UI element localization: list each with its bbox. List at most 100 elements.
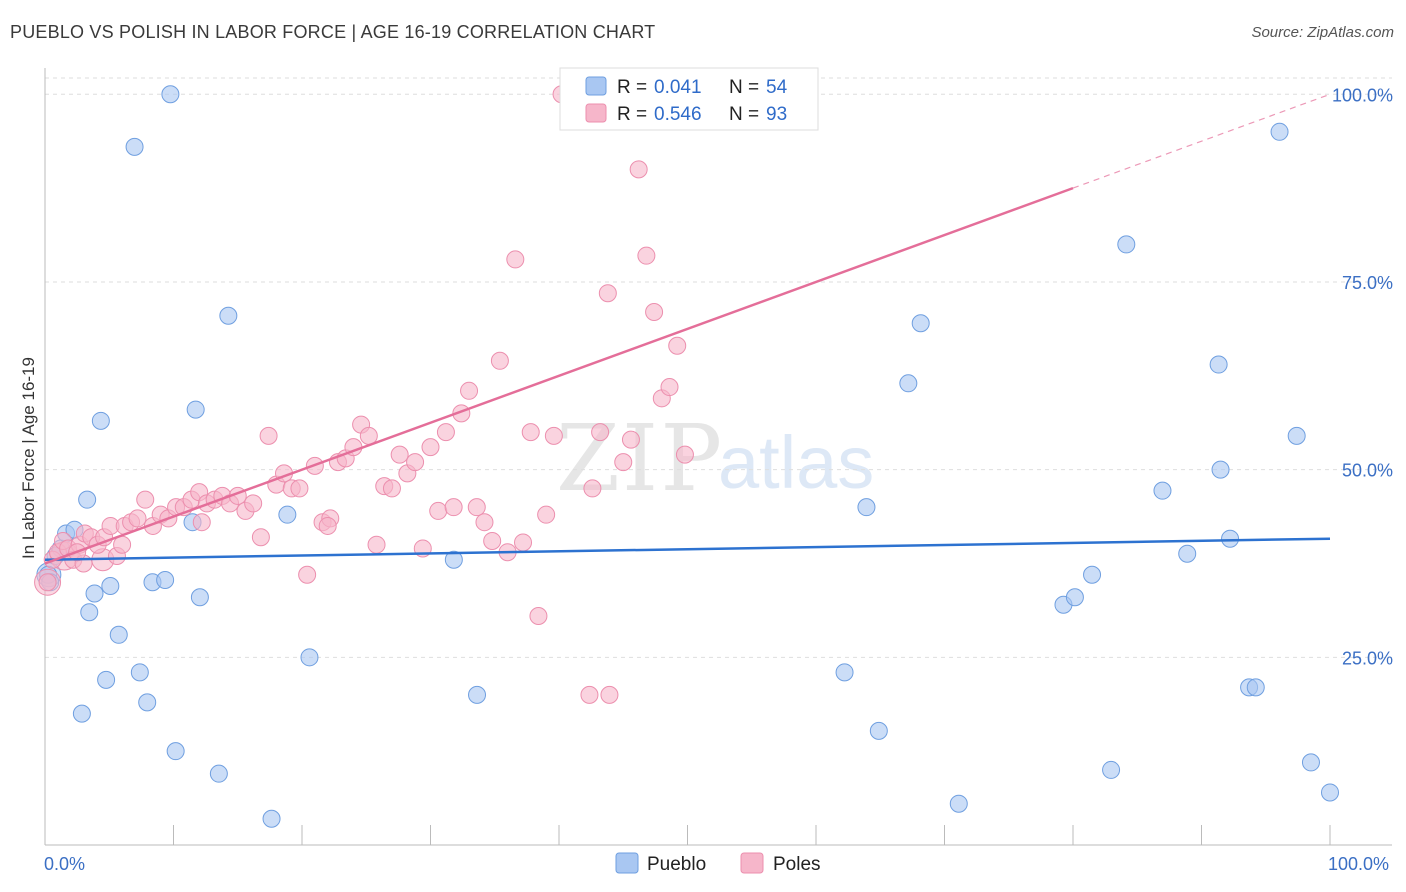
poles-point — [668, 336, 687, 355]
legend-n-label-pueblo: N = — [729, 77, 759, 98]
legend-r-value-poles: 0.546 — [654, 104, 702, 125]
pueblo-point — [1209, 355, 1228, 374]
poles-point — [467, 498, 486, 517]
poles-point — [521, 423, 540, 442]
poles-point — [298, 565, 317, 584]
pueblo-point — [835, 663, 854, 682]
x-tick-label-max: 100.0% — [1328, 854, 1389, 874]
poles-point — [192, 513, 211, 532]
pueblo-point — [97, 670, 116, 689]
y-tick-label: 50.0% — [1342, 461, 1393, 481]
watermark-zip: ZIP — [556, 405, 724, 512]
pueblo-point — [1117, 235, 1136, 254]
poles-point — [406, 453, 425, 472]
poles-point — [483, 531, 502, 550]
poles-point — [128, 509, 147, 528]
y-tick-label: 25.0% — [1342, 648, 1393, 668]
pueblo-point — [1083, 565, 1102, 584]
series-legend-swatch-pueblo — [615, 852, 639, 874]
poles-point — [136, 490, 155, 509]
pueblo-point — [1321, 783, 1339, 802]
poles-point — [621, 430, 640, 449]
pueblo-point — [138, 693, 157, 712]
poles-point — [660, 378, 679, 397]
poles-point — [514, 533, 533, 552]
pueblo-point — [468, 685, 487, 704]
watermark-atlas: atlas — [718, 421, 874, 504]
pueblo-point — [85, 584, 104, 603]
pueblo-point — [186, 400, 205, 419]
poles-point — [645, 302, 664, 321]
watermark: ZIP atlas — [556, 405, 874, 512]
trend-lines — [44, 93, 1331, 565]
legend-n-value-pueblo: 54 — [766, 77, 788, 98]
poles-trend-line — [44, 186, 1074, 565]
poles-point — [537, 505, 556, 524]
pueblo-point — [101, 577, 120, 595]
poles-point — [629, 160, 648, 179]
poles-point — [600, 685, 619, 704]
legend-n-value-poles: 93 — [766, 104, 787, 125]
poles-points — [34, 85, 814, 704]
poles-point — [506, 250, 525, 269]
poles-point — [637, 246, 656, 265]
pueblo-point — [911, 314, 930, 333]
series-legend-swatch-poles — [740, 852, 764, 874]
legend-r-label-pueblo: R = — [617, 77, 647, 98]
legend-swatch-pueblo — [585, 76, 607, 96]
pueblo-point — [300, 648, 319, 667]
series-legend: Pueblo Poles — [615, 852, 821, 875]
legend-n-label-poles: N = — [729, 104, 759, 125]
pueblo-point — [161, 85, 180, 104]
poles-point — [544, 426, 563, 445]
poles-point — [244, 494, 263, 513]
pueblo-point — [1270, 122, 1289, 141]
series-legend-label-pueblo: Pueblo — [647, 854, 706, 875]
poles-point — [38, 573, 57, 592]
pueblo-point — [190, 588, 209, 607]
pueblo-point — [899, 374, 918, 393]
pueblo-point — [1211, 460, 1230, 479]
poles-point — [591, 423, 610, 442]
correlation-legend: R = 0.041 N = 54 R = 0.546 N = 93 — [559, 67, 819, 131]
poles-point — [259, 426, 278, 445]
poles-point — [251, 528, 270, 547]
pueblo-point — [125, 137, 144, 156]
poles-point — [580, 685, 599, 704]
axes — [44, 68, 1392, 846]
pueblo-point — [1246, 678, 1265, 697]
pueblo-point — [130, 663, 149, 682]
poles-point — [390, 445, 409, 464]
pueblo-point — [857, 498, 876, 517]
y-tick-label: 100.0% — [1332, 85, 1393, 105]
pueblo-point — [869, 721, 888, 740]
y-tick-labels: 25.0% 50.0% 75.0% 100.0% — [1332, 85, 1393, 668]
pueblo-point — [91, 411, 110, 430]
pueblo-point — [80, 603, 99, 622]
legend-r-value-pueblo: 0.041 — [654, 77, 702, 98]
series-legend-label-poles: Poles — [773, 854, 821, 875]
legend-r-label-poles: R = — [617, 104, 647, 125]
x-ticks — [173, 825, 1331, 845]
y-tick-label: 75.0% — [1342, 273, 1393, 293]
pueblo-point — [278, 505, 297, 524]
pueblo-point — [1178, 544, 1197, 563]
pueblo-point — [1287, 426, 1306, 445]
poles-point — [318, 516, 337, 535]
poles-point — [444, 498, 463, 517]
poles-point — [421, 438, 440, 457]
pueblo-point — [262, 809, 281, 828]
poles-point — [583, 479, 602, 498]
pueblo-point — [444, 550, 463, 569]
pueblo-point — [166, 742, 185, 761]
poles-point — [475, 513, 494, 532]
pueblo-point — [109, 625, 128, 644]
x-tick-label-min: 0.0% — [44, 854, 85, 874]
legend-swatch-poles — [585, 103, 607, 123]
poles-trend-extension — [1072, 93, 1331, 189]
poles-point — [367, 535, 386, 554]
poles-point — [436, 423, 455, 442]
poles-point — [290, 479, 309, 498]
poles-point — [529, 607, 548, 626]
